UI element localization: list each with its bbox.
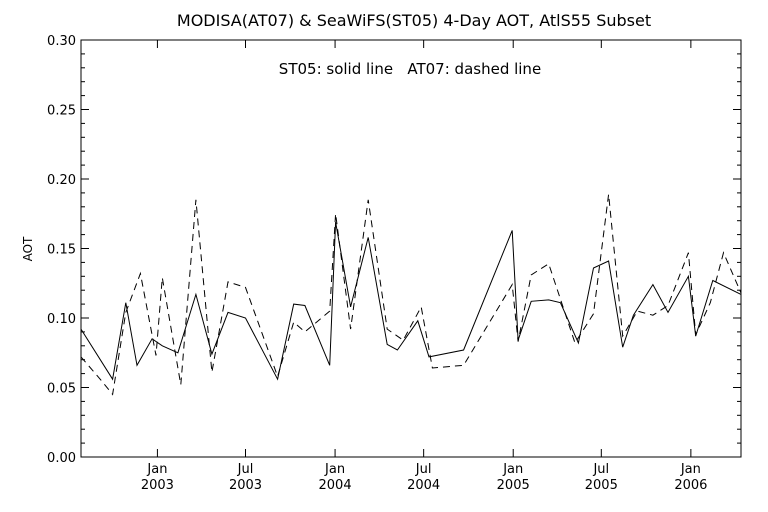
- x-tick-month-2: Jan: [324, 462, 345, 477]
- x-tick-year-4: 2005: [497, 478, 530, 493]
- y-axis-label: AOT: [21, 236, 35, 261]
- x-tick-month-5: Jul: [592, 462, 609, 477]
- x-tick-year-1: 2003: [229, 478, 262, 493]
- y-tick-label-3: 0.15: [47, 243, 76, 258]
- series-lines: [80, 194, 742, 396]
- x-tick-year-0: 2003: [141, 478, 174, 493]
- series-style-annotation: ST05: solid line AT07: dashed line: [279, 60, 541, 78]
- x-tick-year-3: 2004: [407, 478, 440, 493]
- x-axis-ticks: Jan2003Jul2003Jan2004Jul2004Jan2005Jul20…: [141, 40, 707, 493]
- x-tick-month-3: Jul: [415, 462, 432, 477]
- chart-title: MODISA(AT07) & SeaWiFS(ST05) 4-Day AOT, …: [177, 11, 651, 30]
- x-tick-month-4: Jan: [502, 462, 523, 477]
- x-tick-month-1: Jul: [237, 462, 254, 477]
- series-line-st05: [80, 222, 742, 381]
- y-tick-label-0: 0.00: [47, 451, 76, 466]
- x-tick-month-0: Jan: [146, 462, 167, 477]
- x-tick-year-5: 2005: [585, 478, 618, 493]
- y-tick-label-5: 0.25: [47, 104, 76, 119]
- y-tick-label-6: 0.30: [47, 34, 76, 49]
- y-tick-label-1: 0.05: [47, 382, 76, 397]
- y-tick-label-4: 0.20: [47, 173, 76, 188]
- x-tick-year-6: 2006: [674, 478, 707, 493]
- y-axis-ticks: 0.00 0.05 0.10 0.15 0.20 0.25 0.30: [47, 34, 741, 466]
- series-line-at07: [80, 194, 742, 396]
- y-tick-label-2: 0.10: [47, 312, 76, 327]
- x-tick-month-6: Jan: [680, 462, 701, 477]
- x-tick-year-2: 2004: [319, 478, 352, 493]
